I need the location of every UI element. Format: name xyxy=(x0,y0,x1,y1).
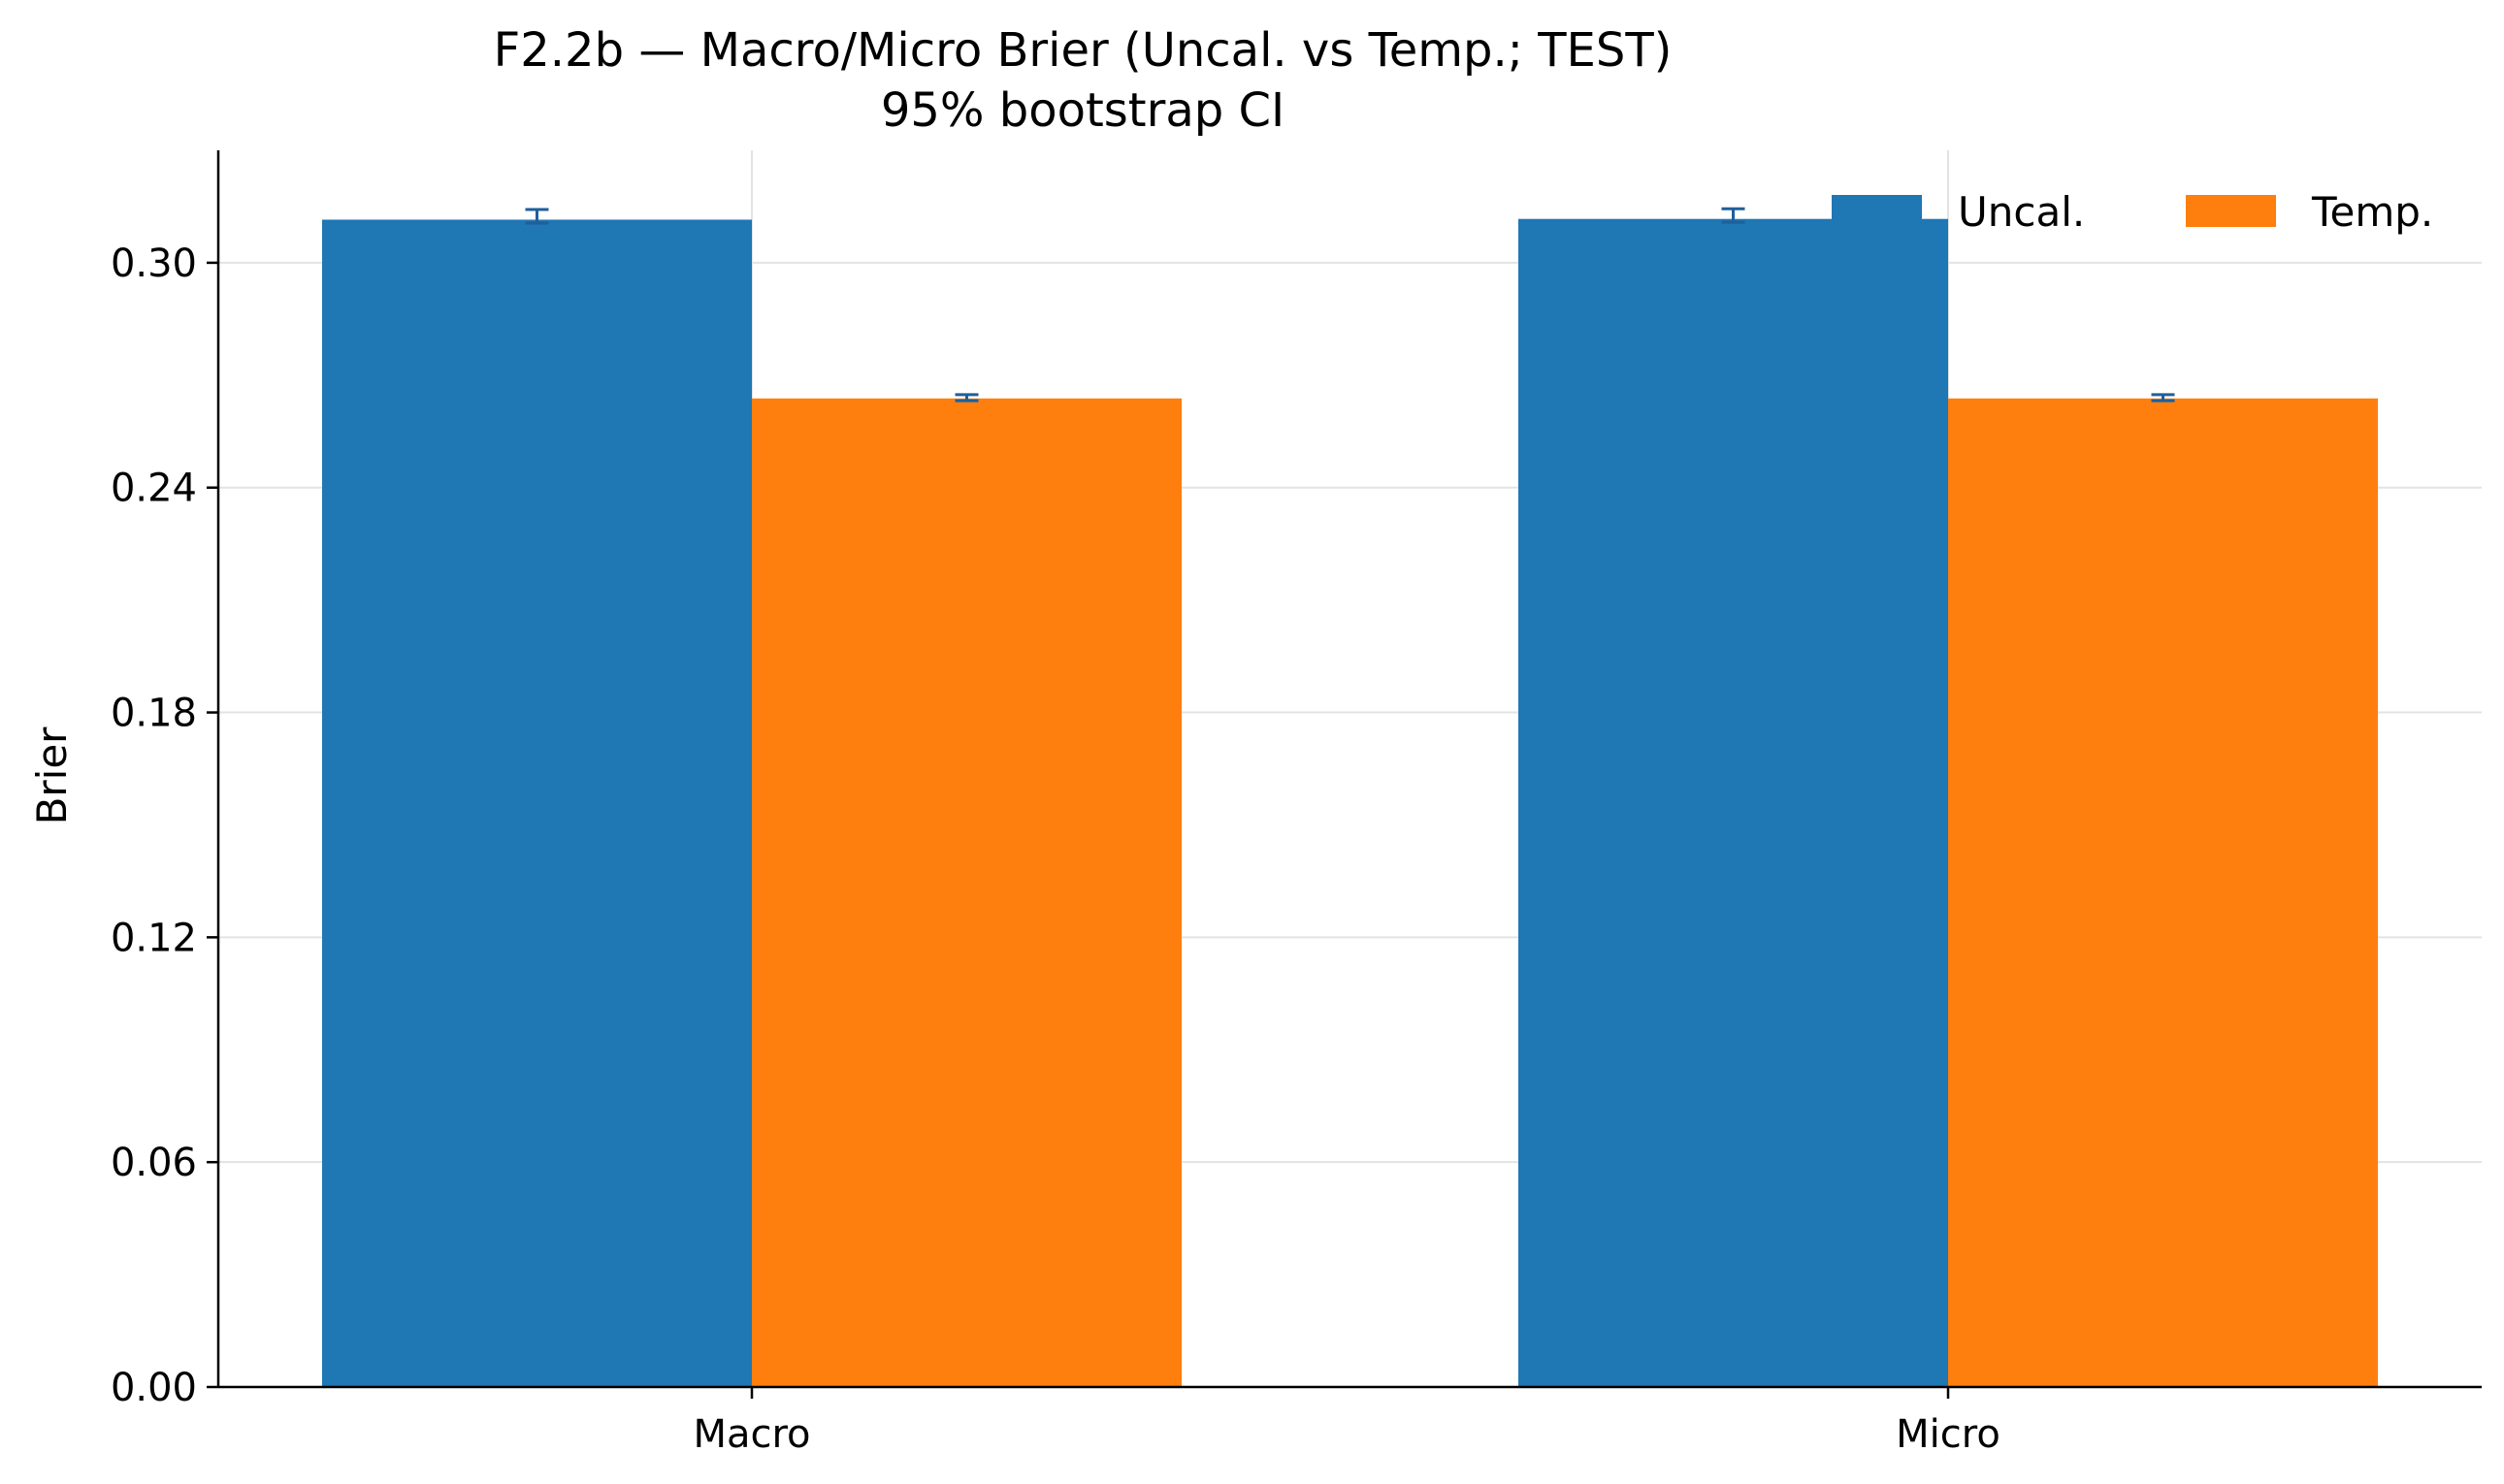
x-tick-label: Micro xyxy=(1896,1412,2000,1457)
y-tick-label: 0.12 xyxy=(111,916,197,960)
y-tick-label: 0.18 xyxy=(111,692,197,736)
y-tick-label: 0.30 xyxy=(111,242,197,286)
bar-temp-micro xyxy=(1948,398,2378,1388)
legend-label: Temp. xyxy=(2311,188,2433,236)
bar-uncal-macro xyxy=(322,219,752,1387)
legend: Uncal. Temp. xyxy=(1832,188,2433,236)
y-tick-label: 0.06 xyxy=(111,1141,197,1185)
axes xyxy=(216,150,2482,1389)
legend-label: Uncal. xyxy=(1958,188,2085,236)
y-tick-label: 0.24 xyxy=(111,467,197,511)
bar-temp-macro xyxy=(752,398,1182,1388)
y-axis-ticks: 0.00 0.06 0.12 0.18 0.24 0.30 xyxy=(111,242,218,1410)
bar-uncal-micro xyxy=(1518,218,1948,1387)
x-tick-label: Macro xyxy=(693,1412,810,1457)
bars-group xyxy=(322,218,2378,1388)
x-axis-ticks: Macro Micro xyxy=(693,1387,2000,1457)
legend-swatch xyxy=(1832,195,1922,227)
y-axis-label: Brier xyxy=(28,726,76,825)
chart-title: F2.2b — Macro/Micro Brier (Uncal. vs Tem… xyxy=(494,23,1673,78)
chart-subtitle: 95% bootstrap CI xyxy=(881,83,1285,138)
y-tick-label: 0.00 xyxy=(111,1366,197,1410)
error-bars-group xyxy=(525,207,2175,403)
legend-swatch xyxy=(2186,195,2276,227)
